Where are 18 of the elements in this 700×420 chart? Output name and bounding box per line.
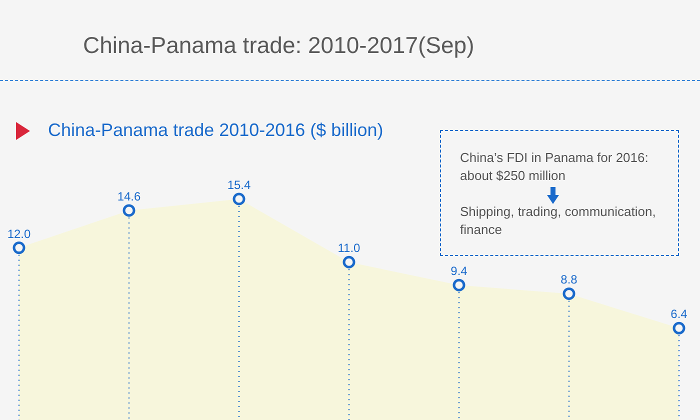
data-label: 12.0 <box>7 226 31 241</box>
point <box>342 256 356 268</box>
data-label: 11.0 <box>338 241 361 256</box>
point <box>122 204 136 217</box>
text: China’s FDI in Panama for 2016: about $250 million <box>460 149 650 185</box>
point <box>12 242 26 254</box>
data-label: 6.4 <box>670 307 688 322</box>
point <box>562 287 576 300</box>
data-label: 15.4 <box>227 178 251 192</box>
point <box>672 322 686 334</box>
chart-title: China-Panama trade: 2010-2017(Sep) <box>83 31 474 59</box>
chart-subtitle: China-Panama trade 2010-2016 ($ billion) <box>48 119 384 141</box>
data-label: 9.4 <box>450 264 468 278</box>
data-label: 8.8 <box>560 272 578 287</box>
data-label: 14.6 <box>117 189 141 204</box>
point <box>452 278 466 292</box>
point <box>232 192 246 206</box>
annotation: Shipping, trading, communication, finance <box>460 203 657 239</box>
